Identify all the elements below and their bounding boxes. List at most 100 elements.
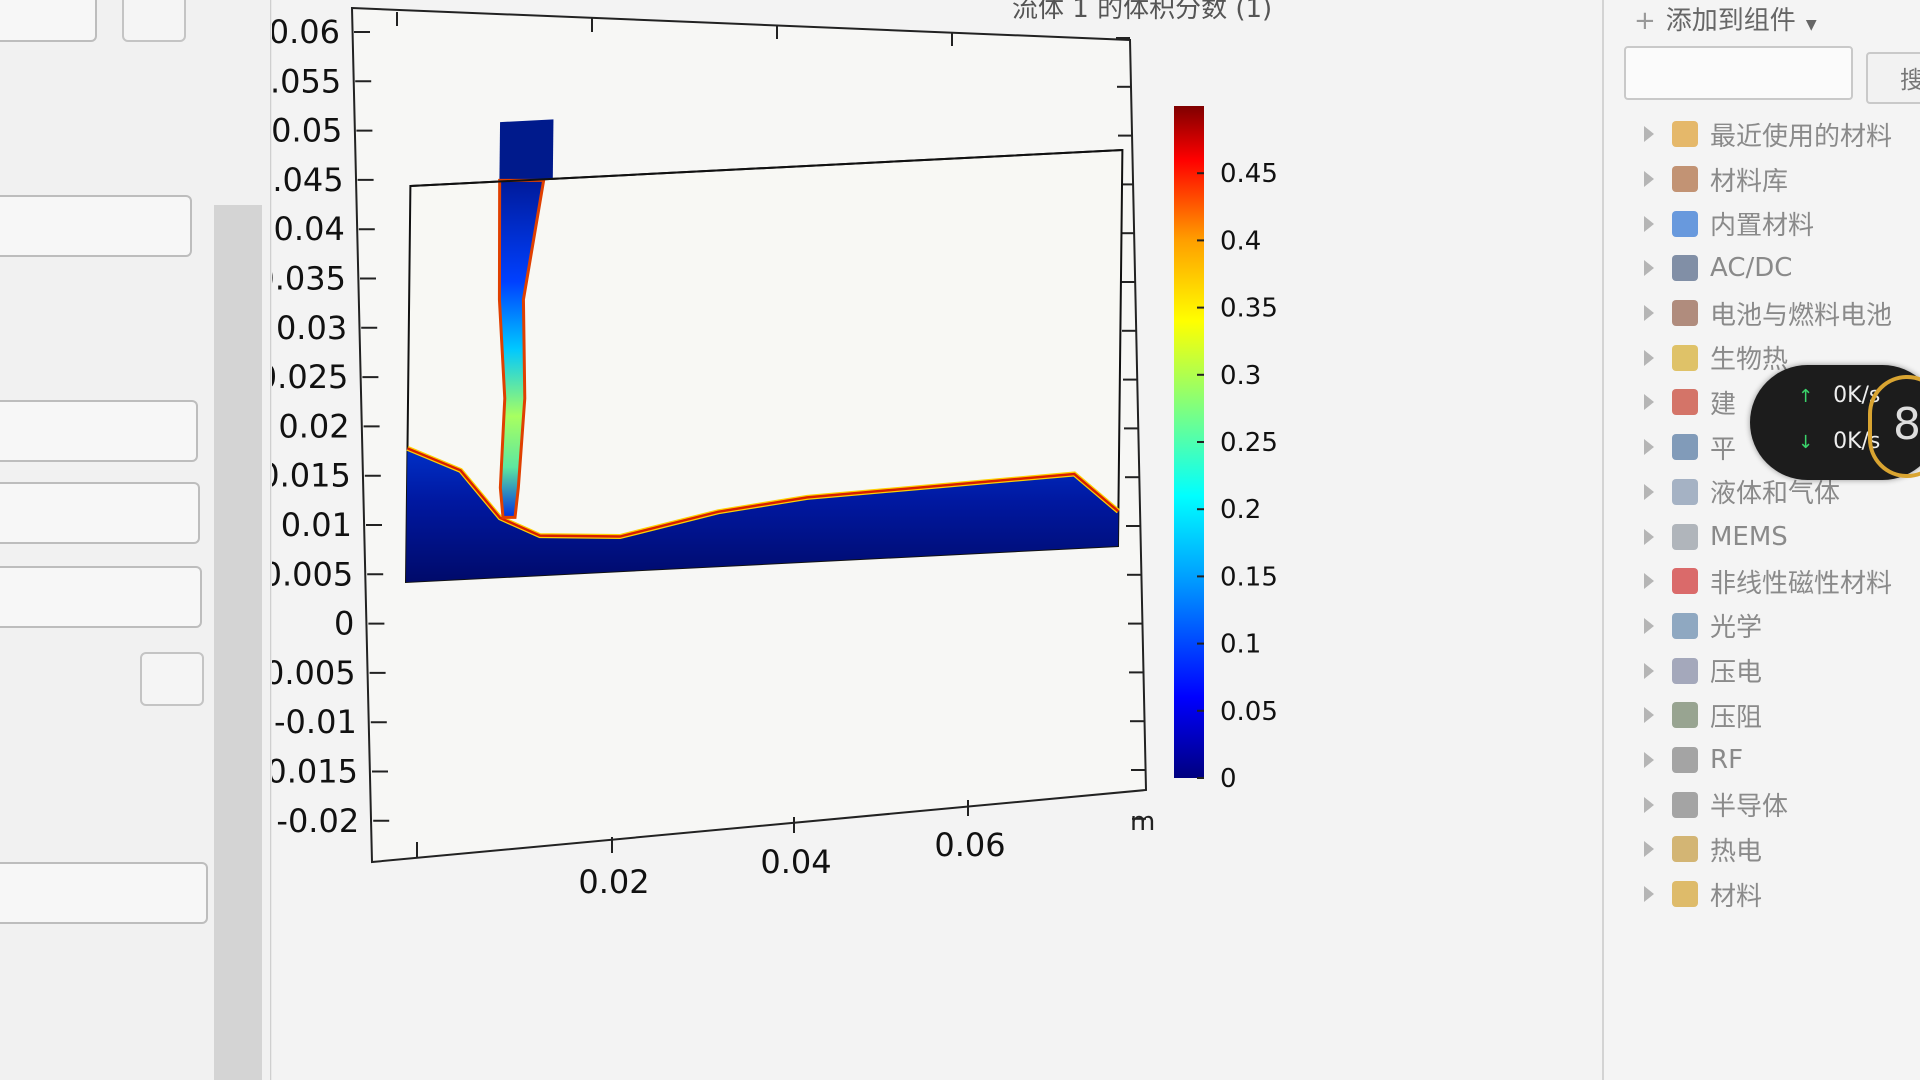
expand-arrow-icon[interactable] (1644, 215, 1654, 232)
settings-field-1[interactable] (0, 0, 97, 42)
tree-item-label: 压电 (1710, 658, 1763, 689)
material-search-input[interactable] (1624, 46, 1853, 100)
settings-scrollbar[interactable] (214, 205, 262, 1080)
add-to-component-label: 添加到组件 (1665, 6, 1796, 36)
settings-field-4[interactable] (0, 482, 200, 544)
expand-arrow-icon[interactable] (1644, 483, 1654, 500)
expand-arrow-icon[interactable] (1644, 126, 1654, 143)
expand-arrow-icon[interactable] (1644, 439, 1654, 456)
y-tick-label: 0.005 (272, 555, 353, 593)
expand-arrow-icon[interactable] (1644, 349, 1654, 366)
settings-panel (0, 0, 271, 1080)
material-browser-panel: + 添加到组件 ▼ 搜 最近使用的材料 材料库 内置材料 AC/DC 电池与燃料电池 生物热建… (1602, 0, 1920, 1080)
y-tick-label: 0 (334, 605, 354, 643)
x-tick-label: 0.06 (934, 826, 1005, 864)
colorbar-tick-label: 0.4 (1220, 226, 1261, 256)
building-icon (1672, 389, 1698, 416)
tree-item[interactable]: 生物热 (1644, 335, 1920, 380)
colorbar-tick-label: 0 (1220, 764, 1237, 794)
colorbar-tick-label: 0.15 (1220, 562, 1278, 592)
network-speed-widget[interactable]: ↑ 0K/s ↓ 0K/s 8 (1750, 365, 1920, 480)
bioheat-icon (1672, 344, 1698, 371)
tree-item-label: 压阻 (1710, 702, 1763, 733)
tree-item[interactable]: AC/DC (1644, 246, 1920, 291)
colorbar-tick-label: 0.45 (1220, 159, 1278, 189)
settings-button-1[interactable] (122, 0, 186, 42)
colorbar-tick-label: 0.35 (1220, 294, 1278, 324)
tree-item[interactable]: 平 (1644, 425, 1920, 470)
settings-field-3[interactable] (0, 400, 198, 462)
tree-item-label: 电池与燃料电池 (1710, 300, 1893, 331)
tree-item[interactable]: 液体和气体 (1644, 470, 1920, 515)
y-axis: 0.06 0.055 0.05 0.045 0.04 0.035 0.03 0.025 0.02… (272, 13, 1146, 840)
tree-item[interactable]: 压电 (1644, 648, 1920, 693)
tree-item[interactable]: 材料库 (1644, 157, 1920, 202)
expand-arrow-icon[interactable] (1644, 841, 1654, 858)
tree-item[interactable]: 建 (1644, 380, 1920, 425)
tree-item[interactable]: RF (1644, 738, 1920, 783)
acdc-icon (1672, 255, 1698, 282)
expand-arrow-icon[interactable] (1644, 573, 1654, 590)
volume-fraction-plot[interactable]: 0.06 0.055 0.05 0.045 0.04 0.035 0.03 0.025 0.02… (272, 0, 1602, 1080)
y-tick-label: -0.01 (274, 703, 357, 741)
tree-item[interactable]: 材料 (1644, 872, 1920, 917)
settings-button-2[interactable] (140, 652, 204, 706)
plus-icon: + (1634, 6, 1656, 36)
expand-arrow-icon[interactable] (1644, 751, 1654, 768)
mems-icon (1672, 523, 1698, 550)
tree-item[interactable]: 压阻 (1644, 693, 1920, 738)
material-library-icon (1672, 166, 1698, 193)
tree-item[interactable]: 电池与燃料电池 (1644, 291, 1920, 336)
tree-item[interactable]: 光学 (1644, 604, 1920, 649)
expand-arrow-icon[interactable] (1644, 796, 1654, 813)
tree-item[interactable]: 最近使用的材料 (1644, 112, 1920, 157)
liquids-gases-icon (1672, 478, 1698, 505)
settings-field-5[interactable] (0, 566, 202, 628)
expand-arrow-icon[interactable] (1644, 886, 1654, 903)
tree-item-label: 光学 (1710, 613, 1763, 644)
tree-item-label: 材料库 (1710, 166, 1789, 197)
expand-arrow-icon[interactable] (1644, 662, 1654, 679)
tree-item[interactable]: 非线性磁性材料 (1644, 559, 1920, 604)
y-tick-label: 0.035 (272, 260, 346, 298)
y-tick-label: 0.015 (272, 457, 351, 495)
x-tick-label: 0.02 (578, 863, 649, 901)
y-tick-label: 0.02 (278, 407, 349, 445)
colorbar-ticks: 0.45 0.4 0.35 0.3 0.25 0.2 0.15 0.1 0.05 0 (1197, 159, 1278, 794)
tree-item[interactable]: MEMS (1644, 514, 1920, 559)
material-tree: 最近使用的材料 材料库内置材料 AC/DC 电池与燃料电池生物热建平液体和气体 MEMS… (1644, 112, 1920, 916)
tree-item-label: 内置材料 (1710, 211, 1815, 242)
fluid-pool (406, 448, 1119, 582)
settings-field-6[interactable] (0, 862, 208, 924)
expand-arrow-icon[interactable] (1644, 394, 1654, 411)
y-tick-label: -0.015 (272, 753, 358, 791)
tree-item-label: 最近使用的材料 (1710, 121, 1893, 152)
tree-item-label: MEMS (1710, 521, 1788, 552)
interface-line (407, 447, 1120, 538)
y-tick-label: 0.06 (272, 13, 340, 51)
tree-item[interactable]: 内置材料 (1644, 201, 1920, 246)
tree-item-label: 建 (1710, 389, 1737, 420)
inlet-block (499, 119, 554, 182)
optics-icon (1672, 612, 1698, 639)
search-button[interactable]: 搜 (1866, 52, 1920, 104)
add-to-component-button[interactable]: + 添加到组件 ▼ (1634, 0, 1817, 37)
expand-arrow-icon[interactable] (1644, 528, 1654, 545)
tree-item-label: 热电 (1710, 836, 1763, 867)
expand-arrow-icon[interactable] (1644, 171, 1654, 188)
y-tick-label: -0.005 (272, 654, 356, 692)
graphics-window[interactable]: 流体 1 的体积分数 (1) (272, 0, 1602, 1080)
tree-item[interactable]: 半导体 (1644, 782, 1920, 827)
y-tick-label: 0.055 (272, 62, 341, 100)
expand-arrow-icon[interactable] (1644, 260, 1654, 277)
recent-materials-icon (1672, 121, 1698, 148)
tree-item-label: 平 (1710, 434, 1737, 465)
tree-item[interactable]: 热电 (1644, 827, 1920, 872)
expand-arrow-icon[interactable] (1644, 617, 1654, 634)
y-tick-label: 0.025 (272, 358, 348, 396)
tree-item-label: 液体和气体 (1710, 479, 1841, 510)
arrow-down-icon: ↓ (1798, 432, 1814, 453)
settings-field-2[interactable] (0, 195, 192, 257)
expand-arrow-icon[interactable] (1644, 305, 1654, 322)
expand-arrow-icon[interactable] (1644, 707, 1654, 724)
